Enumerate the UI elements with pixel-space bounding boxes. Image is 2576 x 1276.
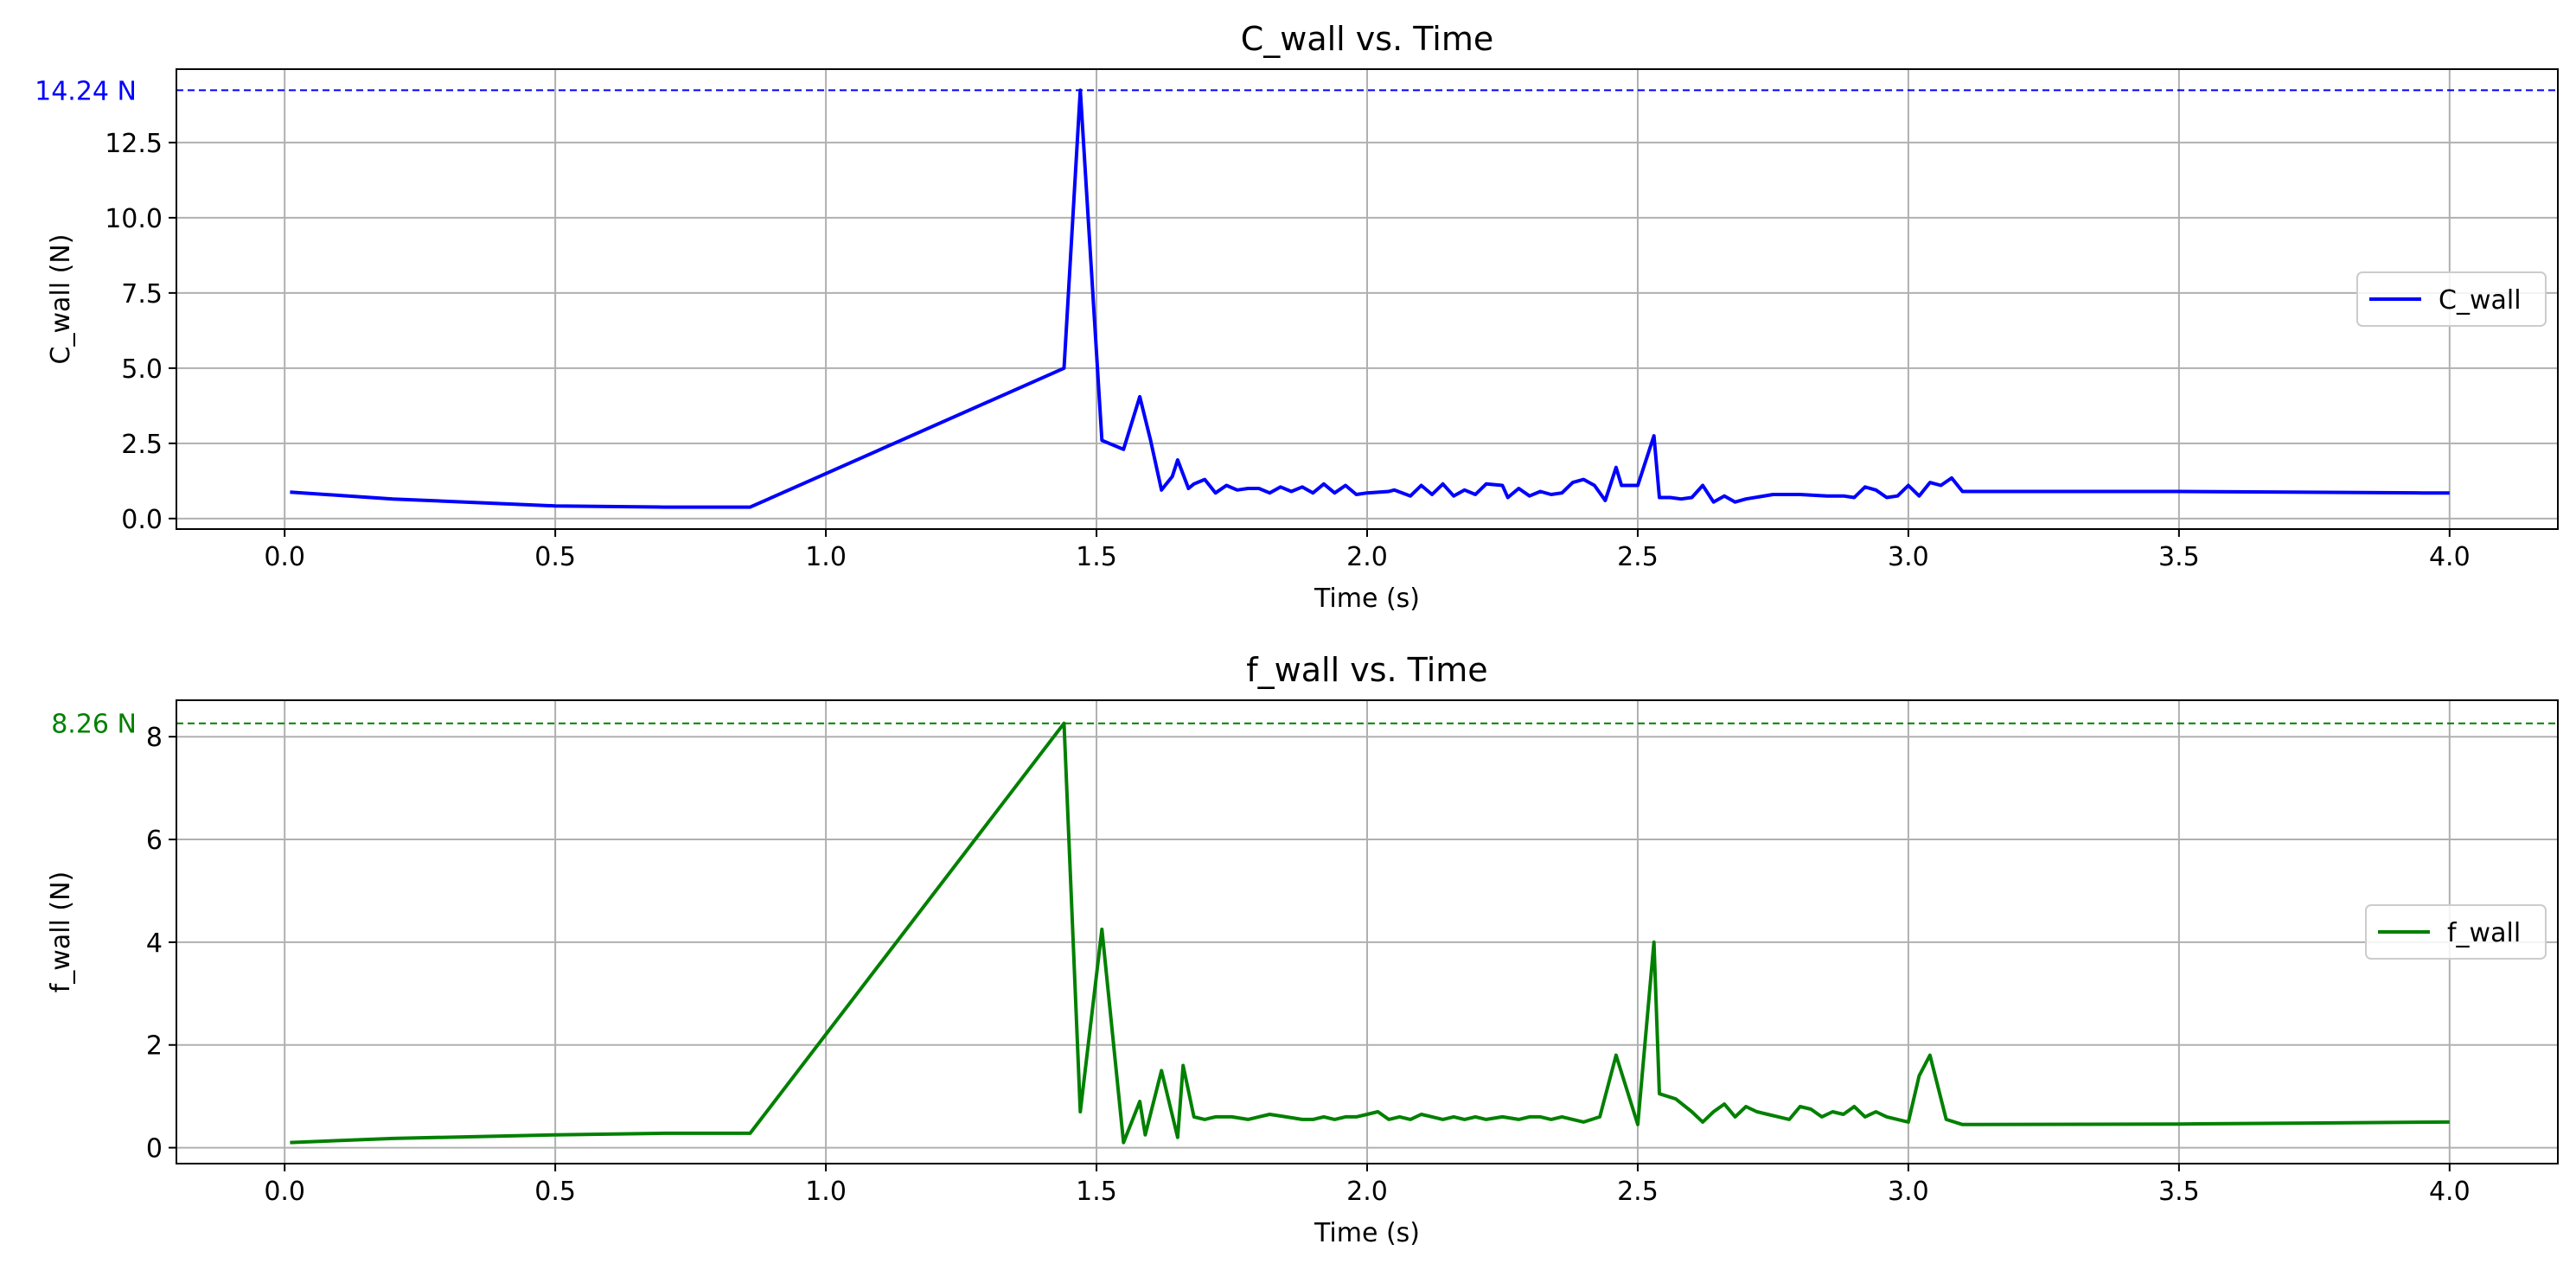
x-axis-label: Time (s) xyxy=(1314,584,1420,614)
y-axis-label: C_wall (N) xyxy=(46,234,76,365)
x-tick-label: 1.5 xyxy=(1076,1177,1117,1207)
y-tick-label: 4 xyxy=(146,928,163,959)
peak-value-label: 8.26 N xyxy=(51,710,137,740)
y-tick-label: 0.0 xyxy=(121,505,163,535)
legend: C_wall xyxy=(2356,271,2547,327)
x-tick-label: 0.5 xyxy=(534,542,576,572)
chart-title: C_wall vs. Time xyxy=(1241,20,1494,58)
legend-box xyxy=(2356,271,2547,327)
x-tick-label: 3.0 xyxy=(1888,1177,1929,1207)
y-tick-label: 0 xyxy=(146,1134,163,1164)
x-tick-label: 0.5 xyxy=(534,1177,576,1207)
x-tick-label: 2.0 xyxy=(1346,542,1388,572)
x-tick-label: 1.0 xyxy=(805,542,847,572)
x-tick-label: 0.0 xyxy=(264,542,305,572)
y-tick-label: 2 xyxy=(146,1031,163,1062)
x-tick-label: 3.0 xyxy=(1888,542,1929,572)
y-tick-label: 5.0 xyxy=(121,354,163,385)
x-tick-label: 0.0 xyxy=(264,1177,305,1207)
x-tick-label: 1.5 xyxy=(1076,542,1117,572)
x-axis-label: Time (s) xyxy=(1314,1218,1420,1248)
legend: f_wall xyxy=(2365,904,2547,960)
x-tick-label: 1.0 xyxy=(805,1177,847,1207)
chart-title: f_wall vs. Time xyxy=(1246,651,1487,689)
x-tick-label: 2.0 xyxy=(1346,1177,1388,1207)
legend-label: f_wall xyxy=(2447,918,2521,948)
x-tick-label: 3.5 xyxy=(2158,1177,2200,1207)
x-tick-label: 4.0 xyxy=(2429,1177,2471,1207)
y-axis-label: f_wall (N) xyxy=(46,871,76,993)
x-tick-label: 3.5 xyxy=(2158,542,2200,572)
x-tick-label: 2.5 xyxy=(1617,542,1659,572)
legend-label: C_wall xyxy=(2439,285,2522,316)
x-tick-label: 2.5 xyxy=(1617,1177,1659,1207)
y-tick-label: 12.5 xyxy=(105,129,163,159)
legend-box xyxy=(2365,904,2547,960)
y-tick-label: 2.5 xyxy=(121,430,163,460)
x-tick-label: 4.0 xyxy=(2429,542,2471,572)
y-tick-label: 7.5 xyxy=(121,279,163,309)
c-wall-chart: 0.0 0.5 1.0 1.5 2.0 2.5 3.0 3.5 4.0 0.0 2.5 5.0 7.5 1… xyxy=(35,20,2559,614)
y-tick-label: 10.0 xyxy=(105,204,163,234)
f-wall-chart: 0.0 0.5 1.0 1.5 2.0 2.5 3.0 3.5 4.0 0 2 4 6 8 8.26 N f_… xyxy=(46,651,2559,1248)
y-tick-label: 8 xyxy=(146,723,163,753)
y-tick-label: 6 xyxy=(146,826,163,856)
peak-value-label: 14.24 N xyxy=(35,76,137,106)
series-line-c-wall xyxy=(290,88,2450,509)
series-line-f-wall xyxy=(290,721,2450,1145)
